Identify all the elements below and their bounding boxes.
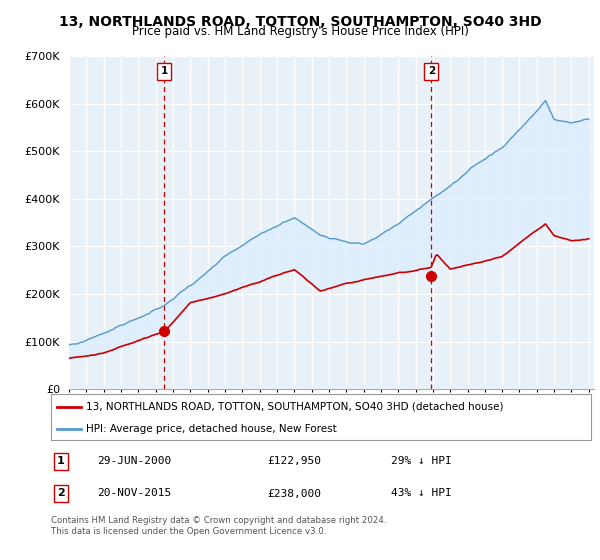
Text: £122,950: £122,950 xyxy=(267,456,321,466)
Text: 29-JUN-2000: 29-JUN-2000 xyxy=(97,456,171,466)
Text: 1: 1 xyxy=(57,456,65,466)
Text: £238,000: £238,000 xyxy=(267,488,321,498)
Text: 1: 1 xyxy=(161,66,168,76)
Text: 2: 2 xyxy=(428,66,435,76)
Text: 13, NORTHLANDS ROAD, TOTTON, SOUTHAMPTON, SO40 3HD: 13, NORTHLANDS ROAD, TOTTON, SOUTHAMPTON… xyxy=(59,15,541,29)
Text: 43% ↓ HPI: 43% ↓ HPI xyxy=(391,488,452,498)
Text: Contains HM Land Registry data © Crown copyright and database right 2024.
This d: Contains HM Land Registry data © Crown c… xyxy=(51,516,386,536)
Text: Price paid vs. HM Land Registry's House Price Index (HPI): Price paid vs. HM Land Registry's House … xyxy=(131,25,469,38)
Text: 2: 2 xyxy=(57,488,65,498)
Text: HPI: Average price, detached house, New Forest: HPI: Average price, detached house, New … xyxy=(86,424,337,435)
Text: 29% ↓ HPI: 29% ↓ HPI xyxy=(391,456,452,466)
Text: 20-NOV-2015: 20-NOV-2015 xyxy=(97,488,171,498)
Text: 13, NORTHLANDS ROAD, TOTTON, SOUTHAMPTON, SO40 3HD (detached house): 13, NORTHLANDS ROAD, TOTTON, SOUTHAMPTON… xyxy=(86,402,503,412)
